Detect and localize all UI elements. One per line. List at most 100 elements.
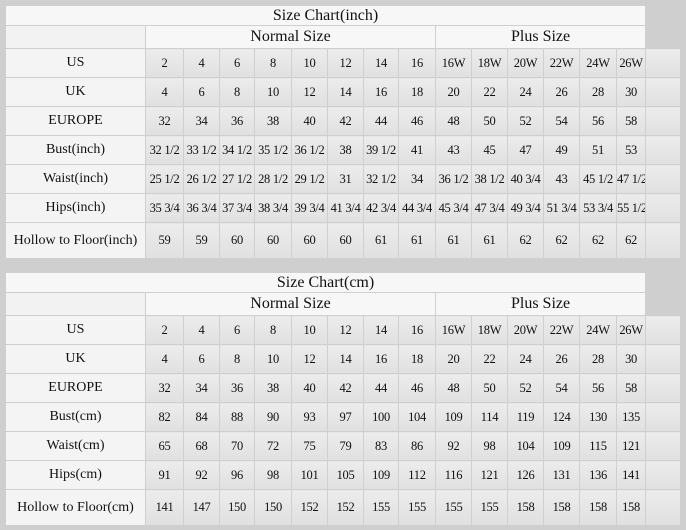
table-row: Bust(inch) 32 1/2 33 1/2 34 1/2 35 1/2 36 1/2… — [5, 135, 681, 165]
group-normal-size: Normal Size — [145, 292, 436, 316]
table-cell: 8 — [219, 77, 255, 107]
table-cell: 24 — [507, 77, 544, 107]
table-cell: 10 — [254, 344, 292, 374]
row-label: US — [5, 48, 146, 78]
row-label: Waist(cm) — [5, 431, 146, 461]
size-chart-inch: Size Chart(inch) Normal Size Plus Size US 2 4… — [4, 5, 681, 259]
table-cell: 41 3/4 — [327, 193, 364, 223]
table-cell: 32 — [145, 373, 184, 403]
table-cell: 114 — [471, 402, 508, 432]
table-cell: 29 1/2 — [291, 164, 328, 194]
table-cell: 24 — [507, 344, 544, 374]
table-cell: 32 — [145, 106, 184, 136]
table-cell: 45 — [471, 135, 508, 165]
table-cell: 53 — [615, 135, 647, 165]
table-row: Waist(cm) 65 68 70 72 75 79 83 86 92 98 104 109 115 12… — [5, 431, 681, 461]
table-cell: 18W — [471, 315, 508, 345]
table-cell: 14 — [327, 344, 364, 374]
table-cell: 104 — [398, 402, 436, 432]
table-cell-empty — [645, 48, 681, 78]
row-label: UK — [5, 344, 146, 374]
table-cell: 83 — [363, 431, 399, 461]
table-cell: 116 — [435, 460, 472, 490]
group-plus-size: Plus Size — [434, 292, 647, 316]
table-cell: 6 — [219, 315, 255, 345]
table-cell: 43 — [435, 135, 472, 165]
table-cell: 2 — [145, 48, 184, 78]
table-cell: 20 — [435, 77, 472, 107]
table-cell: 18 — [398, 77, 436, 107]
table-cell: 41 — [398, 135, 436, 165]
table-cell: 52 — [507, 106, 544, 136]
table-cell: 150 — [254, 489, 292, 526]
table-cell: 46 — [398, 373, 436, 403]
table-cell: 33 1/2 — [183, 135, 220, 165]
table-cell: 16 — [363, 77, 399, 107]
table-cell: 8 — [254, 48, 292, 78]
table-cell: 59 — [145, 222, 184, 259]
chart-title: Size Chart(inch) — [4, 5, 647, 26]
table-cell: 48 — [435, 373, 472, 403]
table-cell: 158 — [507, 489, 544, 526]
table-cell: 27 1/2 — [219, 164, 255, 194]
table-cell: 55 1/2 — [615, 193, 647, 223]
table-cell: 36 1/2 — [291, 135, 328, 165]
blank-cell — [5, 25, 146, 49]
table-cell: 40 — [291, 106, 328, 136]
table-cell: 61 — [435, 222, 472, 259]
table-cell: 150 — [219, 489, 255, 526]
table-cell: 42 — [327, 106, 364, 136]
table-cell: 43 — [543, 164, 580, 194]
table-cell: 126 — [507, 460, 544, 490]
table-cell: 155 — [471, 489, 508, 526]
table-row: Bust(cm) 82 84 88 90 93 97 100 104 109 114 119 124 13… — [5, 402, 681, 432]
table-cell: 155 — [435, 489, 472, 526]
table-cell: 12 — [327, 315, 364, 345]
table-cell: 45 1/2 — [579, 164, 617, 194]
table-cell: 90 — [254, 402, 292, 432]
table-cell: 97 — [327, 402, 364, 432]
table-cell: 56 — [579, 373, 617, 403]
row-label: Hollow to Floor(inch) — [5, 222, 146, 259]
table-cell: 42 3/4 — [363, 193, 399, 223]
table-cell: 59 — [183, 222, 220, 259]
table-cell: 130 — [579, 402, 617, 432]
table-cell: 147 — [183, 489, 220, 526]
table-cell: 2 — [145, 315, 184, 345]
table-cell: 155 — [398, 489, 436, 526]
table-cell: 28 — [579, 77, 617, 107]
table-cell: 51 3/4 — [543, 193, 580, 223]
table-cell: 49 3/4 — [507, 193, 544, 223]
group-row: Normal Size Plus Size — [5, 292, 681, 316]
table-cell: 35 1/2 — [254, 135, 292, 165]
table-cell: 112 — [398, 460, 436, 490]
row-label: EUROPE — [5, 106, 146, 136]
table-cell-empty — [645, 373, 681, 403]
table-cell: 109 — [435, 402, 472, 432]
table-row: Waist(inch) 25 1/2 26 1/2 27 1/2 28 1/2 29 1/… — [5, 164, 681, 194]
table-cell: 24W — [579, 315, 617, 345]
table-cell: 31 — [327, 164, 364, 194]
table-cell: 48 — [435, 106, 472, 136]
table-row: Hips(inch) 35 3/4 36 3/4 37 3/4 38 3/4 39 3/4… — [5, 193, 681, 223]
table-cell: 93 — [291, 402, 328, 432]
table-cell: 61 — [363, 222, 399, 259]
table-cell: 6 — [183, 77, 220, 107]
table-cell: 22 — [471, 344, 508, 374]
table-cell: 92 — [183, 460, 220, 490]
table-cell: 34 — [183, 106, 220, 136]
table-cell: 26W — [615, 48, 647, 78]
table-cell-empty — [645, 402, 681, 432]
table-cell: 26 — [543, 77, 580, 107]
table-cell-empty — [645, 460, 681, 490]
table-cell: 62 — [507, 222, 544, 259]
table-cell: 135 — [615, 402, 647, 432]
title-row: Size Chart(inch) — [4, 5, 681, 26]
table-cell: 44 3/4 — [398, 193, 436, 223]
table-cell-empty — [645, 135, 681, 165]
table-cell-empty — [645, 77, 681, 107]
row-label: EUROPE — [5, 373, 146, 403]
table-cell: 16 — [398, 48, 436, 78]
table-cell: 101 — [291, 460, 328, 490]
table-cell: 16 — [363, 344, 399, 374]
